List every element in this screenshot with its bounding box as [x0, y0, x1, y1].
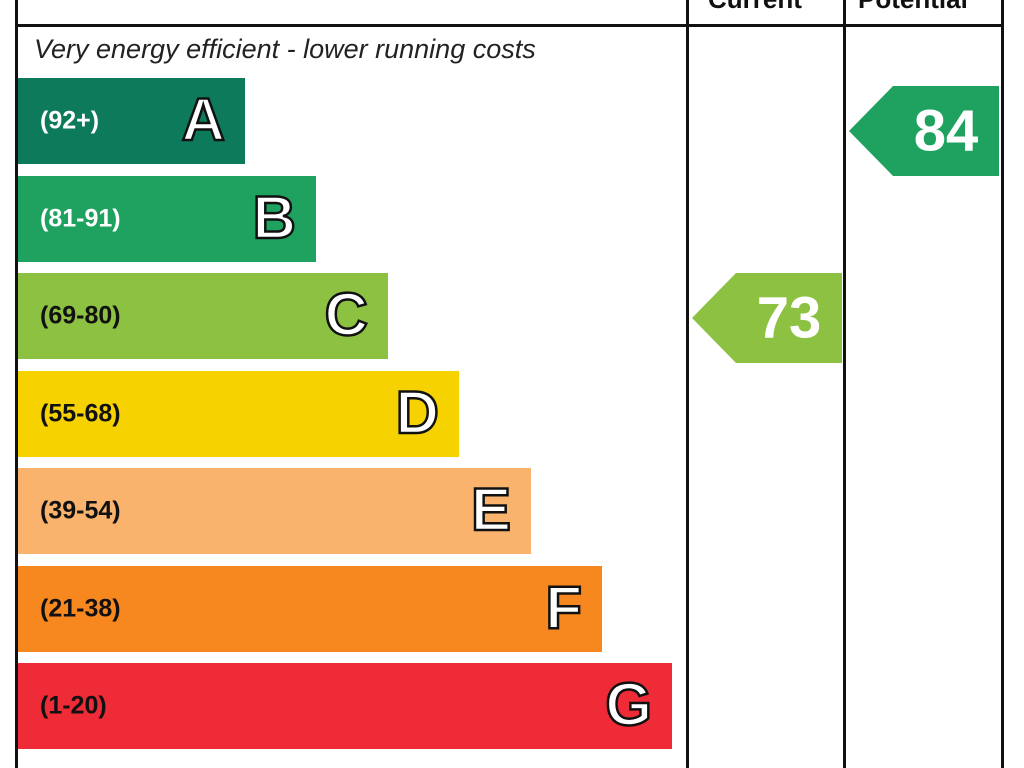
- rating-potential-arrow-shape: [849, 85, 999, 176]
- band-b-range: (81-91): [40, 204, 121, 232]
- rating-potential-value: 84: [913, 98, 979, 163]
- rating-potential: 84: [849, 85, 999, 176]
- band-g: (1-20) G: [18, 663, 672, 749]
- band-a: (92+) A: [18, 78, 245, 164]
- rating-potential-arrow: [849, 85, 999, 176]
- band-d-letter: D: [394, 378, 440, 446]
- band-e: (39-54) E: [18, 468, 531, 554]
- band-a-range: (92+): [40, 106, 100, 135]
- efficiency-note-top: Very energy efficient - lower running co…: [34, 34, 536, 64]
- band-f: (21-38) F: [18, 565, 602, 652]
- rating-current-arrow-shape: [692, 273, 842, 363]
- band-c-range: (69-80): [40, 301, 121, 330]
- band-g-letter: G: [604, 670, 653, 738]
- divider-current-left: [686, 0, 689, 768]
- band-b: (81-91) B: [18, 175, 316, 262]
- column-header-potential: Potential: [858, 0, 968, 15]
- rating-current: 73: [692, 273, 842, 363]
- band-e-letter: E: [470, 475, 513, 543]
- rating-current-arrow: [692, 273, 842, 363]
- band-d: (55-68) D: [18, 370, 459, 457]
- frame-right-line: [1001, 0, 1004, 768]
- band-d-range: (55-68): [40, 399, 121, 427]
- band-c-letter: C: [323, 280, 369, 348]
- band-b-letter: B: [251, 183, 297, 251]
- rating-current-value: 73: [756, 285, 822, 351]
- band-f-letter: F: [544, 573, 583, 641]
- band-a-letter: A: [180, 85, 226, 153]
- frame-left-line: [15, 0, 18, 768]
- band-f-range: (21-38): [40, 594, 121, 622]
- band-c: (69-80) C: [18, 273, 388, 359]
- band-g-range: (1-20): [40, 691, 107, 720]
- frame-top-line: [16, 24, 1003, 27]
- band-e-range: (39-54): [40, 496, 121, 525]
- divider-current-right: [843, 0, 846, 768]
- column-header-current: Current: [708, 0, 802, 15]
